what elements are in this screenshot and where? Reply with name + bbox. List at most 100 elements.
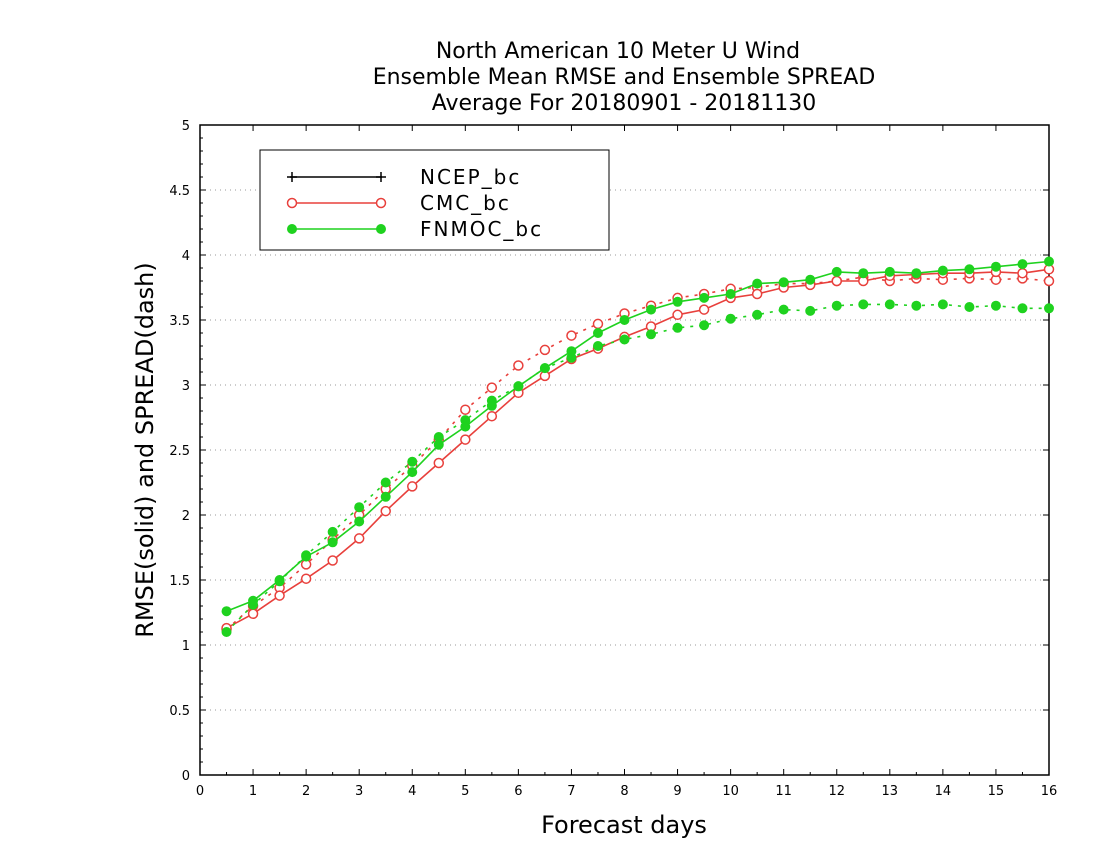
legend-box xyxy=(259,149,610,251)
fnmoc-bc-rmse-point xyxy=(327,537,338,548)
cmc-bc-spread-point xyxy=(592,318,604,330)
fnmoc-bc-rmse-point xyxy=(460,421,471,432)
fnmoc-bc-rmse-point xyxy=(937,265,948,276)
fnmoc-bc-rmse-point xyxy=(380,491,391,502)
chart-title: North American 10 Meter U Wind Ensemble … xyxy=(373,39,876,116)
legend-marker xyxy=(376,172,386,182)
fnmoc-bc-rmse-point xyxy=(699,292,710,303)
series-layer xyxy=(221,256,1055,637)
cmc-bc-rmse-point xyxy=(300,573,312,584)
y-tick-label: 1.5 xyxy=(169,574,190,589)
legend-item-fnmoc-bc: FNMOC_bc xyxy=(287,217,543,241)
fnmoc-bc-rmse-line xyxy=(226,260,1050,612)
cmc-bc-rmse-point xyxy=(274,590,285,601)
fnmoc-bc-rmse-point xyxy=(884,266,895,277)
fnmoc-bc-rmse-point xyxy=(805,274,816,285)
fnmoc-bc-rmse-point xyxy=(858,268,869,279)
y-tick-label: 1 xyxy=(182,639,190,654)
x-tick-label: 2 xyxy=(302,784,310,799)
cmc-bc-rmse-point xyxy=(353,533,365,544)
cmc-bc-rmse-point xyxy=(486,410,498,422)
fnmoc-bc-spread-point xyxy=(619,334,630,345)
fnmoc-bc-spread-point xyxy=(327,526,338,537)
x-tick-label: 9 xyxy=(673,784,681,799)
cmc-bc-rmse-point xyxy=(327,555,338,566)
fnmoc-bc-spread-point xyxy=(672,322,683,333)
legend-marker xyxy=(375,197,387,209)
y-tick-label: 2 xyxy=(182,509,190,524)
fnmoc-bc-rmse-point xyxy=(752,278,763,289)
fnmoc-bc-rmse-point xyxy=(831,266,842,277)
legend-label: FNMOC_bc xyxy=(420,217,543,241)
cmc-bc-spread-point xyxy=(539,344,551,356)
cmc-bc-spread-point xyxy=(566,330,577,341)
cmc-bc-spread-point xyxy=(486,382,498,393)
y-tick-label: 0.5 xyxy=(169,704,190,719)
x-tick-label: 11 xyxy=(775,784,792,799)
y-tick-label: 5 xyxy=(182,119,190,134)
cmc-bc-rmse-point xyxy=(1017,267,1028,279)
fnmoc-bc-rmse-point xyxy=(964,264,975,275)
x-tick-label: 1 xyxy=(249,784,257,799)
y-axis-ticks: 0 0.5 1 1.5 2 2.5 3 3.5 4 4.5 5 xyxy=(169,119,1049,784)
x-tick-label: 4 xyxy=(408,784,416,799)
fnmoc-bc-spread-point xyxy=(725,313,736,324)
fnmoc-bc-spread-point xyxy=(1044,303,1054,314)
x-tick-label: 7 xyxy=(567,784,575,799)
fnmoc-bc-spread-point xyxy=(937,299,948,310)
y-tick-label: 0 xyxy=(182,769,190,784)
x-tick-label: 0 xyxy=(196,784,204,799)
cmc-bc-rmse-point xyxy=(672,309,683,321)
x-tick-label: 16 xyxy=(1041,784,1058,799)
legend-marker xyxy=(376,224,386,234)
fnmoc-bc-spread-line xyxy=(225,303,1049,633)
fnmoc-bc-rmse-point xyxy=(513,381,524,392)
y-axis-label: RMSE(solid) and SPREAD(dash) xyxy=(131,262,159,638)
fnmoc-bc-spread-point xyxy=(646,329,657,340)
cmc-bc-rmse-point xyxy=(433,457,445,469)
fnmoc-bc-rmse-point xyxy=(566,346,577,357)
fnmoc-bc-rmse-point xyxy=(911,268,922,279)
x-tick-label: 14 xyxy=(935,784,952,799)
x-axis-label: Forecast days xyxy=(541,811,707,839)
fnmoc-bc-rmse-point xyxy=(539,363,550,374)
fnmoc-bc-rmse-point xyxy=(407,467,418,478)
fnmoc-bc-spread-point xyxy=(407,456,418,467)
fnmoc-bc-spread-point xyxy=(858,299,869,310)
fnmoc-bc-spread-point xyxy=(805,305,816,316)
fnmoc-bc-rmse-point xyxy=(301,551,312,562)
cmc-bc-rmse-point xyxy=(831,275,842,287)
cmc-bc-rmse-point xyxy=(460,434,471,445)
fnmoc-bc-rmse-point xyxy=(486,400,497,411)
fnmoc-bc-rmse-point xyxy=(248,595,259,606)
cmc-bc-rmse-point xyxy=(407,481,418,492)
cmc-bc-rmse-point xyxy=(698,304,710,315)
fnmoc-bc-rmse-point xyxy=(1017,259,1028,270)
fnmoc-bc-spread-point xyxy=(380,477,391,488)
legend-marker xyxy=(287,172,297,182)
cmc-bc-rmse-line xyxy=(226,268,1050,629)
cmc-bc-spread-point xyxy=(513,360,524,371)
cmc-bc-spread-line xyxy=(226,276,1050,631)
cmc-bc-rmse-point xyxy=(247,608,259,620)
fnmoc-bc-spread-point xyxy=(592,341,603,351)
x-tick-label: 13 xyxy=(882,784,899,799)
x-tick-label: 5 xyxy=(461,784,469,799)
fnmoc-bc-spread-point xyxy=(778,304,789,315)
cmc-bc-rmse-point xyxy=(380,505,391,517)
title-line-2: Ensemble Mean RMSE and Ensemble SPREAD xyxy=(373,65,876,90)
y-tick-label: 4.5 xyxy=(169,184,190,199)
x-tick-label: 15 xyxy=(988,784,1005,799)
fnmoc-bc-spread-point xyxy=(990,300,1001,311)
fnmoc-bc-rmse-point xyxy=(221,606,232,617)
fnmoc-bc-spread-point xyxy=(911,300,922,311)
title-line-1: North American 10 Meter U Wind xyxy=(436,39,800,64)
fnmoc-bc-spread-point xyxy=(221,627,232,637)
x-tick-label: 10 xyxy=(722,784,739,799)
legend-marker xyxy=(286,197,298,209)
y-tick-label: 2.5 xyxy=(169,444,190,459)
cmc-bc-spread-point xyxy=(1043,275,1055,287)
fnmoc-bc-rmse-point xyxy=(619,315,630,325)
